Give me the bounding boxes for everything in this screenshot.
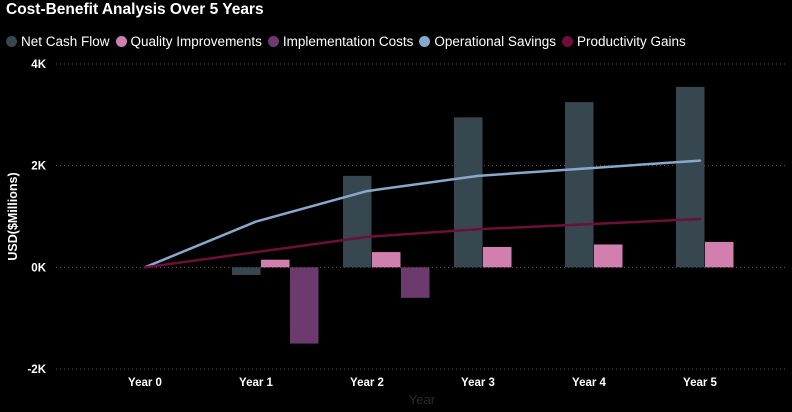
x-tick-label: Year 1 <box>239 377 273 389</box>
bar-net-cash-flow <box>343 175 372 268</box>
bar-quality-improvements <box>483 247 512 268</box>
legend-marker-productivity-gains <box>561 35 573 47</box>
y-tick-label: 2K <box>31 161 46 173</box>
legend-marker-quality-improvements <box>115 35 127 47</box>
bar-net-cash-flow <box>676 86 705 268</box>
x-tick-label: Year 4 <box>572 377 606 389</box>
bar-net-cash-flow <box>565 102 594 268</box>
bar-quality-improvements <box>594 244 623 268</box>
bar-implementation-costs <box>401 267 430 298</box>
bar-implementation-costs <box>290 267 319 344</box>
x-tick-label: Year 5 <box>683 377 717 389</box>
legend-item-implementation-costs[interactable]: Implementation Costs <box>267 33 414 49</box>
legend-item-productivity-gains[interactable]: Productivity Gains <box>561 33 686 49</box>
bar-quality-improvements <box>705 241 734 268</box>
legend-label-net-cash-flow: Net Cash Flow <box>21 33 110 49</box>
legend-marker-net-cash-flow <box>6 35 17 47</box>
bar-quality-improvements <box>372 252 401 268</box>
line-productivity-gains <box>143 217 702 269</box>
y-tick-label: -2K <box>27 364 46 376</box>
legend: Net Cash Flow Quality Improvements Imple… <box>6 32 692 50</box>
y-tick-label: 0K <box>31 262 46 274</box>
bar-net-cash-flow <box>454 117 483 268</box>
legend-item-quality-improvements[interactable]: Quality Improvements <box>115 33 262 49</box>
x-tick-label: Year 2 <box>350 377 384 389</box>
legend-item-operational-savings[interactable]: Operational Savings <box>419 34 556 49</box>
x-axis-title: Year <box>409 392 436 407</box>
x-tick-label: Year 3 <box>461 377 495 389</box>
legend-label-productivity-gains: Productivity Gains <box>576 33 686 49</box>
line-operational-savings <box>143 159 702 269</box>
legend-item-net-cash-flow[interactable]: Net Cash Flow <box>6 34 110 49</box>
bar-quality-improvements <box>261 259 290 268</box>
legend-marker-implementation-costs <box>267 35 279 47</box>
legend-marker-operational-savings <box>419 35 431 47</box>
chart-title: Cost-Benefit Analysis Over 5 Years <box>6 1 264 18</box>
y-axis-title: USD($Millions) <box>6 172 20 260</box>
x-tick-label: Year 0 <box>128 377 162 389</box>
y-tick-label: 4K <box>31 59 46 71</box>
legend-label-operational-savings: Operational Savings <box>434 33 556 49</box>
legend-label-implementation-costs: Implementation Costs <box>282 33 414 49</box>
legend-label-quality-improvements: Quality Improvements <box>130 33 262 49</box>
bar-net-cash-flow <box>232 267 261 275</box>
